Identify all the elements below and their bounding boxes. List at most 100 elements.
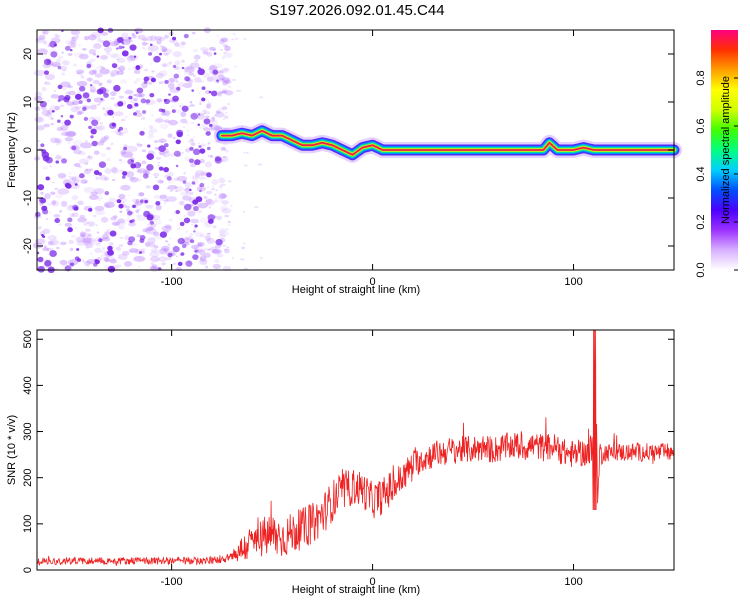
noise-speckle	[76, 72, 80, 75]
noise-speckle	[203, 118, 211, 125]
noise-speckle	[98, 172, 102, 176]
noise-speckle	[83, 181, 87, 184]
noise-speckle	[44, 260, 52, 267]
y-tick-label: 500	[22, 330, 34, 348]
noise-speckle	[181, 243, 187, 249]
noise-speckle	[118, 126, 124, 131]
noise-speckle	[216, 35, 219, 37]
noise-speckle	[42, 208, 49, 215]
noise-speckle	[192, 199, 199, 205]
noise-speckle	[72, 37, 75, 40]
noise-speckle	[205, 103, 212, 109]
noise-speckle	[118, 244, 124, 247]
noise-speckle	[45, 176, 50, 181]
noise-speckle	[191, 175, 199, 180]
noise-speckle	[137, 168, 147, 174]
noise-speckle	[117, 218, 126, 224]
noise-speckle	[96, 231, 100, 234]
noise-speckle	[78, 179, 81, 182]
noise-speckle	[156, 38, 162, 45]
noise-speckle	[100, 216, 109, 223]
noise-speckle	[167, 184, 178, 190]
noise-speckle	[221, 208, 232, 214]
colorbar-tick-label: 0.6	[695, 118, 707, 133]
noise-speckle	[121, 32, 129, 39]
noise-speckle	[221, 78, 225, 81]
noise-speckle	[78, 173, 85, 179]
noise-speckle	[89, 89, 97, 93]
noise-speckle	[108, 197, 117, 203]
noise-speckle	[213, 52, 217, 55]
noise-speckle	[225, 228, 229, 231]
noise-speckle	[196, 114, 206, 120]
noise-speckle	[147, 144, 151, 148]
noise-speckle	[67, 141, 71, 145]
noise-speckle	[49, 165, 52, 168]
noise-speckle	[212, 263, 221, 270]
noise-speckle	[183, 172, 186, 175]
noise-speckle	[207, 101, 213, 105]
noise-speckle	[100, 55, 108, 60]
noise-speckle	[59, 259, 68, 266]
noise-speckle	[122, 46, 125, 49]
noise-speckle	[174, 42, 181, 47]
noise-speckle	[219, 70, 225, 74]
noise-speckle	[44, 193, 51, 200]
noise-speckle	[167, 252, 173, 258]
noise-speckle	[206, 190, 213, 195]
noise-speckle	[192, 31, 196, 35]
noise-speckle	[183, 70, 188, 75]
noise-speckle	[106, 146, 111, 151]
noise-speckle	[220, 205, 228, 211]
noise-speckle	[98, 238, 103, 243]
noise-speckle	[154, 36, 163, 41]
noise-speckle	[172, 51, 183, 58]
noise-speckle	[36, 48, 48, 55]
noise-speckle	[208, 90, 212, 94]
noise-speckle	[91, 31, 102, 38]
noise-speckle	[189, 100, 193, 104]
noise-speckle	[190, 223, 194, 226]
noise-speckle	[102, 40, 111, 48]
noise-speckle	[54, 218, 61, 224]
noise-speckle	[141, 251, 146, 254]
noise-speckle	[219, 188, 223, 191]
noise-speckle	[88, 194, 100, 200]
noise-speckle	[58, 173, 67, 180]
noise-speckle	[131, 99, 138, 105]
noise-speckle	[176, 227, 182, 231]
snr-frame	[36, 329, 675, 571]
noise-speckle	[143, 127, 146, 130]
noise-speckle	[43, 40, 48, 45]
noise-speckle	[188, 158, 195, 164]
noise-speckle	[193, 230, 196, 233]
noise-speckle	[88, 221, 96, 227]
noise-speckle	[219, 184, 223, 189]
noise-speckle	[194, 59, 199, 63]
noise-speckle	[199, 103, 202, 105]
noise-speckle	[224, 40, 228, 43]
noise-speckle	[223, 67, 230, 72]
noise-speckle	[98, 82, 103, 87]
noise-speckle	[227, 85, 232, 89]
noise-speckle	[76, 80, 88, 87]
noise-speckle	[198, 145, 202, 149]
x-tick-label: 0	[370, 576, 376, 588]
noise-speckle	[192, 136, 196, 138]
noise-speckle	[146, 153, 154, 161]
noise-speckle	[42, 247, 50, 252]
noise-speckle	[135, 77, 141, 82]
noise-speckle	[111, 63, 118, 69]
y-tick-label: 20	[22, 48, 34, 60]
noise-speckle	[172, 64, 177, 68]
noise-speckle	[61, 122, 64, 124]
noise-speckle	[207, 142, 211, 145]
noise-speckle	[134, 93, 142, 98]
noise-speckle	[109, 258, 117, 264]
noise-speckle	[179, 221, 185, 227]
noise-speckle	[97, 37, 102, 42]
noise-speckle	[109, 72, 116, 77]
noise-speckle	[223, 78, 230, 84]
noise-speckle	[50, 191, 56, 196]
noise-speckle	[119, 210, 123, 214]
